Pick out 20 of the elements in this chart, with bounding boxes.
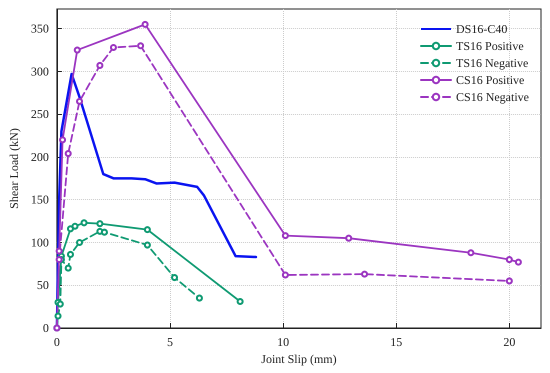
legend-label: CS16 Positive xyxy=(456,73,524,87)
y-axis-title: Shear Load (kN) xyxy=(7,128,21,209)
y-tick-label: 150 xyxy=(30,192,49,207)
legend-label: TS16 Negative xyxy=(456,56,528,70)
y-tick-label: 350 xyxy=(30,22,49,36)
x-tick-label: 10 xyxy=(277,335,290,349)
y-tick-label: 0 xyxy=(42,321,49,335)
legend-label: TS16 Positive xyxy=(456,39,524,53)
legend-label: CS16 Negative xyxy=(456,90,530,104)
legend-label: DS16-C40 xyxy=(456,22,508,36)
x-tick-label: 0 xyxy=(54,335,60,349)
x-axis-title: Joint Slip (mm) xyxy=(261,352,337,366)
y-tick-label: 100 xyxy=(30,235,49,250)
y-tick-label: 200 xyxy=(30,150,49,164)
y-tick-label: 300 xyxy=(30,64,49,78)
x-tick-label: 20 xyxy=(503,335,516,349)
x-tick-label: 5 xyxy=(167,335,174,349)
y-tick-label: 250 xyxy=(30,107,49,122)
x-tick-label: 15 xyxy=(390,335,402,349)
y-tick-label: 50 xyxy=(36,278,49,292)
